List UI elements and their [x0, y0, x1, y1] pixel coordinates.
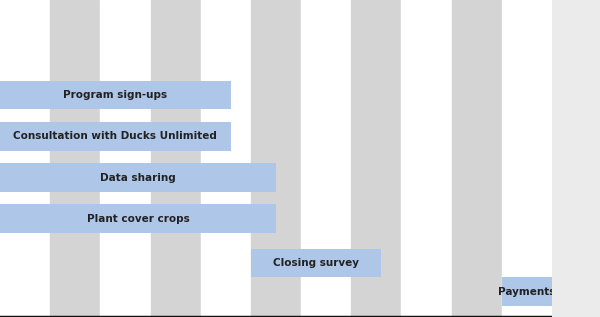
FancyBboxPatch shape: [502, 277, 552, 306]
Bar: [151, 0, 201, 317]
FancyBboxPatch shape: [0, 163, 276, 192]
Text: Program sign-ups: Program sign-ups: [64, 90, 167, 100]
Bar: [301, 0, 351, 317]
Text: Consultation with Ducks Unlimited: Consultation with Ducks Unlimited: [13, 131, 217, 141]
Bar: [251, 0, 301, 317]
Bar: [201, 0, 251, 317]
Bar: [452, 0, 502, 317]
Bar: [0, 0, 50, 317]
Bar: [100, 0, 151, 317]
FancyBboxPatch shape: [251, 249, 382, 277]
Bar: [351, 0, 401, 317]
Bar: [502, 0, 552, 317]
Text: Data sharing: Data sharing: [100, 172, 176, 183]
Text: Closing survey: Closing survey: [273, 258, 359, 268]
Text: Plant cover crops: Plant cover crops: [86, 214, 190, 224]
FancyBboxPatch shape: [0, 122, 231, 151]
Bar: [401, 0, 452, 317]
FancyBboxPatch shape: [0, 81, 231, 109]
Bar: [50, 0, 100, 317]
Text: Payments: Payments: [498, 287, 556, 297]
FancyBboxPatch shape: [0, 204, 276, 233]
